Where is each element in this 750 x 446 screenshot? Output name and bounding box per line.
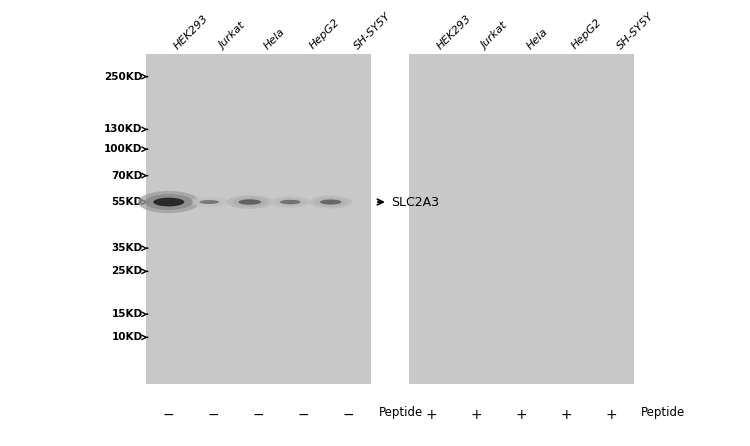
- Text: −: −: [163, 408, 175, 422]
- Text: +: +: [470, 408, 482, 422]
- Text: +: +: [560, 408, 572, 422]
- Text: 35KD: 35KD: [111, 243, 142, 253]
- Ellipse shape: [280, 200, 301, 204]
- Text: SLC2A3: SLC2A3: [392, 195, 439, 209]
- Text: HEK293: HEK293: [435, 13, 473, 51]
- Text: Hela: Hela: [525, 26, 550, 51]
- Text: 70KD: 70KD: [111, 171, 142, 181]
- Ellipse shape: [153, 198, 184, 206]
- Text: SH-SY5Y: SH-SY5Y: [615, 11, 656, 51]
- Text: Peptide: Peptide: [641, 406, 686, 419]
- Text: Hela: Hela: [262, 26, 287, 51]
- Ellipse shape: [194, 198, 224, 206]
- Ellipse shape: [320, 199, 341, 205]
- Ellipse shape: [190, 197, 229, 207]
- Ellipse shape: [200, 200, 219, 204]
- Text: SH-SY5Y: SH-SY5Y: [352, 11, 393, 51]
- Ellipse shape: [238, 199, 261, 205]
- Text: +: +: [425, 408, 437, 422]
- Text: +: +: [515, 408, 527, 422]
- Text: 55KD: 55KD: [111, 197, 142, 207]
- Ellipse shape: [309, 195, 352, 209]
- Text: 10KD: 10KD: [111, 332, 142, 343]
- Text: 130KD: 130KD: [104, 124, 142, 134]
- Text: HepG2: HepG2: [570, 17, 604, 51]
- Text: 250KD: 250KD: [104, 72, 142, 82]
- Text: +: +: [605, 408, 617, 422]
- Ellipse shape: [314, 198, 347, 206]
- Text: 100KD: 100KD: [104, 144, 142, 154]
- Text: −: −: [253, 408, 265, 422]
- Bar: [409, 54, 634, 384]
- Ellipse shape: [270, 196, 310, 208]
- Text: 15KD: 15KD: [111, 309, 142, 319]
- Ellipse shape: [232, 197, 267, 207]
- Text: HepG2: HepG2: [308, 17, 341, 51]
- Ellipse shape: [138, 191, 200, 213]
- Text: Jurkat: Jurkat: [480, 21, 510, 51]
- Text: −: −: [208, 408, 220, 422]
- Ellipse shape: [145, 194, 193, 210]
- Bar: [146, 54, 371, 384]
- Ellipse shape: [227, 195, 272, 209]
- Text: Jurkat: Jurkat: [217, 21, 248, 51]
- Text: 25KD: 25KD: [111, 266, 142, 277]
- Text: HEK293: HEK293: [172, 13, 211, 51]
- Text: Peptide: Peptide: [379, 406, 423, 419]
- Ellipse shape: [274, 198, 306, 206]
- Text: −: −: [343, 408, 355, 422]
- Text: −: −: [298, 408, 310, 422]
